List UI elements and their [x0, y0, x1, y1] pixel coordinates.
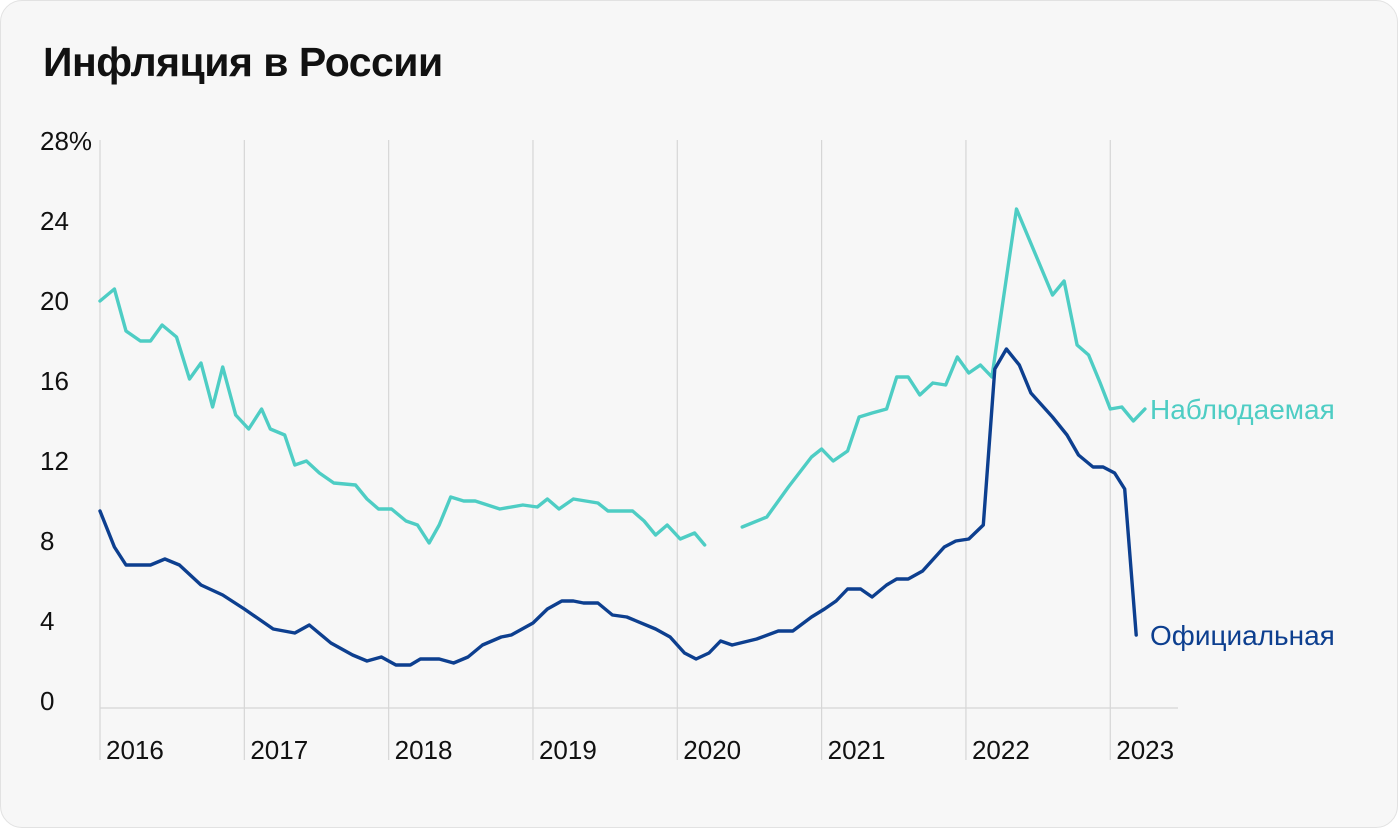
series-label-official: Официальная	[1150, 620, 1335, 651]
x-tick-label: 2023	[1116, 735, 1174, 765]
y-tick-label: 4	[40, 606, 54, 636]
x-tick-label: 2018	[395, 735, 453, 765]
x-tick-label: 2020	[683, 735, 741, 765]
y-tick-label: 20	[40, 286, 69, 316]
x-tick-label: 2016	[106, 735, 164, 765]
x-tick-label: 2019	[539, 735, 597, 765]
y-tick-label: 24	[40, 206, 69, 236]
chart-title: Инфляция в России	[43, 39, 443, 85]
series-label-observed: Наблюдаемая	[1150, 394, 1335, 425]
x-tick-label: 2021	[828, 735, 886, 765]
x-tick-label: 2017	[250, 735, 308, 765]
series-line-official	[98, 347, 1138, 667]
x-tick-label: 2022	[972, 735, 1030, 765]
series-line-observed	[98, 287, 707, 547]
series-line-observed	[740, 207, 1147, 529]
y-tick-label: 16	[40, 366, 69, 396]
y-tick-label: 12	[40, 446, 69, 476]
y-tick-label: 8	[40, 526, 54, 556]
y-tick-label: 0	[40, 686, 54, 716]
y-tick-label: 28%	[40, 126, 92, 156]
